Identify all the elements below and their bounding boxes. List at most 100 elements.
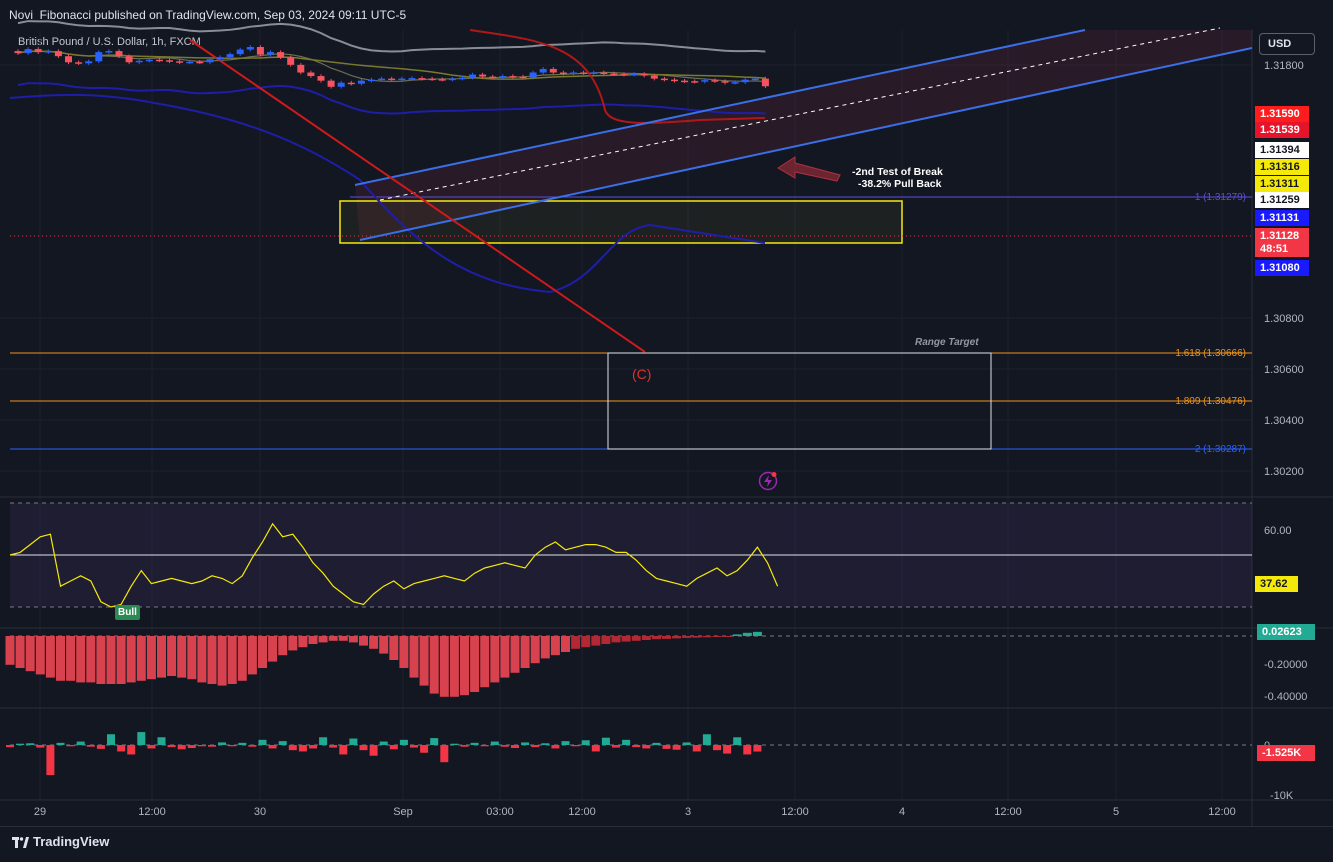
histogram-bar xyxy=(601,636,611,644)
histogram-bar xyxy=(409,636,419,678)
price-tag: 1.31131 xyxy=(1255,210,1309,226)
volume-delta-bar xyxy=(672,745,681,750)
candle-body xyxy=(701,80,709,82)
candle-body xyxy=(24,49,32,54)
volume-delta-bar xyxy=(622,739,631,745)
histogram-bar xyxy=(227,636,237,684)
volume-delta-bar xyxy=(218,742,227,745)
candle-body xyxy=(44,51,52,53)
candle-body xyxy=(640,74,648,76)
upper-band-line xyxy=(17,20,766,53)
time-axis-label: Sep xyxy=(393,806,413,818)
price-tag: 1.31316 xyxy=(1255,159,1309,175)
histogram-bar xyxy=(25,636,35,672)
wave-c-label: (C) xyxy=(632,366,652,382)
time-axis-label: 5 xyxy=(1113,806,1119,818)
candle-body xyxy=(135,60,143,63)
indicator-value-tag: 0.02623 xyxy=(1257,624,1315,640)
candle-body xyxy=(378,78,386,81)
candle-body xyxy=(145,59,153,62)
symbol-title[interactable]: British Pound / U.S. Dollar, 1h, FXCM xyxy=(18,36,201,48)
histogram-bar xyxy=(732,634,742,636)
histogram-bar xyxy=(126,636,136,683)
histogram-bar xyxy=(712,636,722,637)
volume-delta-bar xyxy=(228,745,237,747)
volume-delta-bar xyxy=(399,739,408,745)
volume-axis-label: -10K xyxy=(1270,790,1294,802)
candle-body xyxy=(418,78,426,80)
price-axis-label: 1.31800 xyxy=(1264,60,1304,72)
time-axis-label: 3 xyxy=(685,806,691,818)
volume-delta-bar xyxy=(248,745,257,747)
currency-button[interactable]: USD xyxy=(1259,33,1315,55)
histogram-bar xyxy=(177,636,187,678)
volume-delta-bar xyxy=(117,745,126,752)
volume-delta-bar xyxy=(309,745,317,749)
histogram-bar xyxy=(338,636,348,641)
flash-icon[interactable] xyxy=(758,471,778,491)
trend-channel-layer xyxy=(189,27,1253,353)
rsi-line xyxy=(9,522,779,608)
candle-body xyxy=(368,79,375,82)
candle-body xyxy=(297,64,305,73)
candle-body xyxy=(438,79,446,81)
histogram-bar xyxy=(672,636,682,639)
candle-body xyxy=(630,74,638,76)
price-axis-label: 1.30800 xyxy=(1264,313,1304,325)
histogram-bar xyxy=(530,636,540,664)
downtrend-line xyxy=(189,39,646,353)
candle-body xyxy=(105,51,113,53)
candle-body xyxy=(206,59,214,63)
volume-delta-bar xyxy=(723,745,732,754)
volume-delta-bar xyxy=(702,734,711,745)
price-tag: 1.31311 xyxy=(1255,176,1309,192)
time-axis-label: 12:00 xyxy=(1208,806,1236,818)
candle-body xyxy=(499,76,507,78)
candle-body xyxy=(267,52,274,55)
candle-body xyxy=(246,47,254,50)
histogram-bar xyxy=(540,636,550,659)
histogram-bar xyxy=(571,636,581,649)
volume-delta-bar xyxy=(268,745,277,749)
volume-delta-bar xyxy=(349,738,358,745)
histogram-bar xyxy=(429,636,439,694)
bottom-bar xyxy=(0,826,1333,862)
volume-delta-bar xyxy=(56,742,65,745)
candle-body xyxy=(479,74,487,77)
volume-delta-bar xyxy=(339,745,348,755)
tradingview-logo[interactable]: TradingView xyxy=(12,834,109,849)
histogram-bar xyxy=(439,636,449,697)
volume-delta-bar xyxy=(511,745,519,749)
channel-fill xyxy=(355,30,1252,240)
candle-body xyxy=(155,59,163,62)
histogram-bar xyxy=(146,636,156,680)
volume-delta-bar xyxy=(46,745,55,776)
channel-lower-line xyxy=(359,47,1253,241)
volume-delta-bar xyxy=(26,743,35,745)
histogram-bar xyxy=(631,636,641,641)
histogram-bar xyxy=(682,636,692,638)
histogram-bar xyxy=(621,636,631,642)
volume-delta-bar xyxy=(440,745,449,763)
candle-body xyxy=(570,72,577,74)
volume-delta-bar xyxy=(692,745,701,752)
volume-delta-bar xyxy=(632,745,641,748)
candle-body xyxy=(226,54,234,58)
candle-body xyxy=(236,49,244,55)
candle-body xyxy=(489,76,497,79)
histogram-bar xyxy=(692,636,702,638)
histogram-bar xyxy=(5,636,15,665)
histogram-bar xyxy=(247,636,257,675)
volume-delta-bar xyxy=(682,742,691,745)
candle-body xyxy=(347,82,355,85)
test-of-break-note: -2nd Test of Break -38.2% Pull Back xyxy=(852,166,943,190)
candle-body xyxy=(469,74,476,78)
volume-delta-bar xyxy=(157,737,166,745)
histogram-bar xyxy=(136,636,146,681)
candle-body xyxy=(519,76,527,79)
histogram-bar xyxy=(662,636,671,639)
volume-delta-bar xyxy=(420,745,429,753)
histogram-bar xyxy=(520,636,530,668)
moving-averages-layer xyxy=(9,20,766,294)
